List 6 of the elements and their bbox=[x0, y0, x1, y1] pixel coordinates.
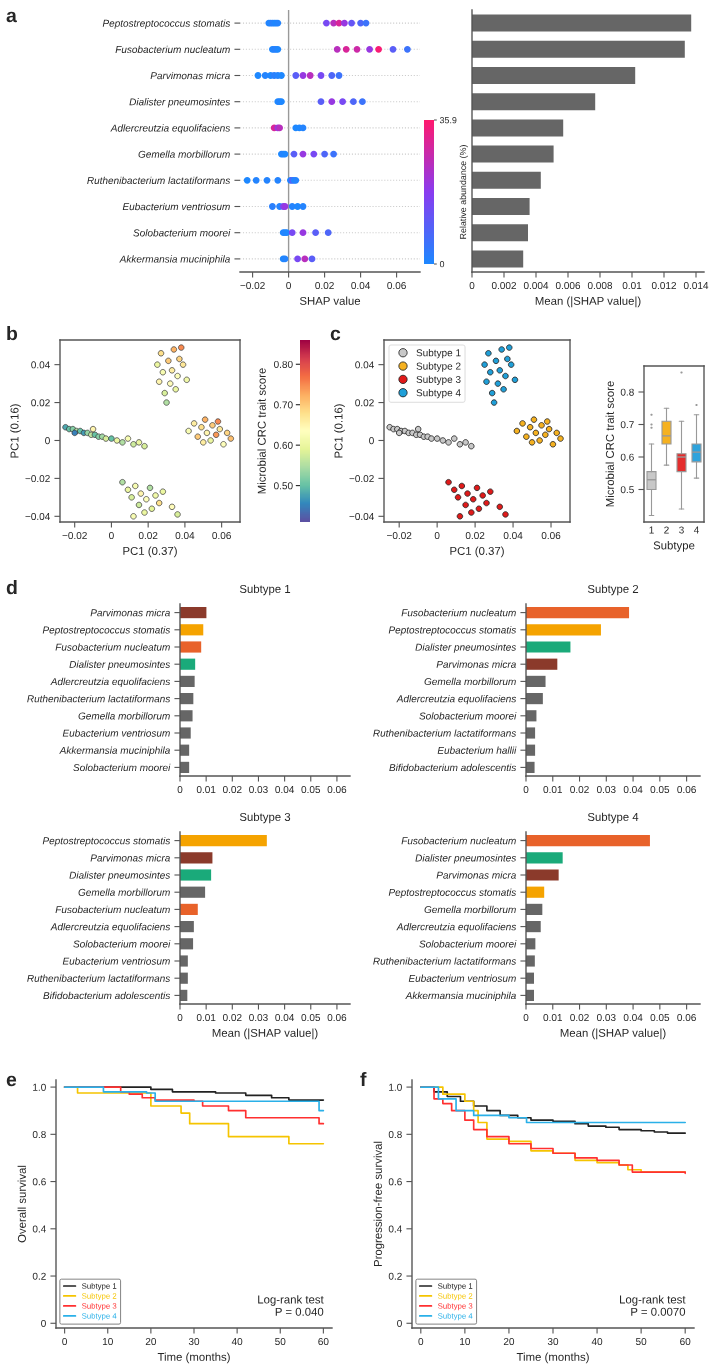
text: a bbox=[6, 11, 17, 23]
text: f bbox=[360, 1072, 367, 1087]
text: b bbox=[7, 326, 18, 341]
text: d bbox=[6, 580, 17, 595]
text: e bbox=[6, 1075, 17, 1087]
text: c bbox=[330, 329, 341, 341]
